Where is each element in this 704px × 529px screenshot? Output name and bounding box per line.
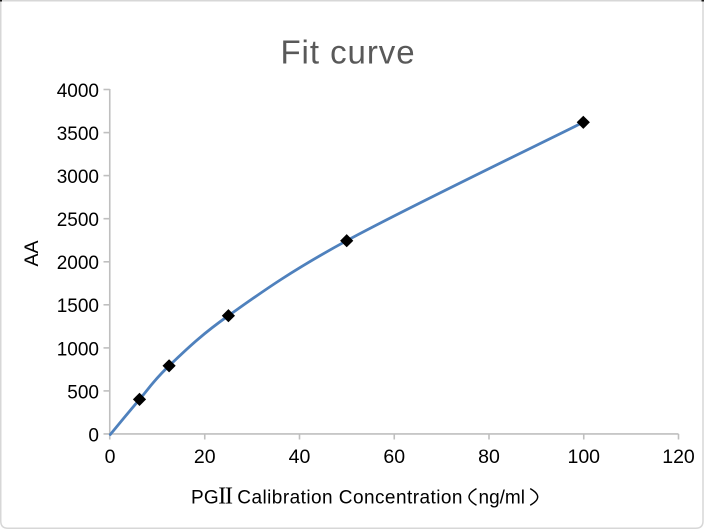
svg-text:80: 80 <box>478 446 500 468</box>
svg-text:1500: 1500 <box>57 296 99 317</box>
svg-text:20: 20 <box>194 446 216 468</box>
svg-text:PGII Calibration Concentration: PGII Calibration Concentration <box>191 484 463 510</box>
svg-text:120: 120 <box>662 446 695 468</box>
svg-text:ng/ml: ng/ml <box>479 488 525 509</box>
svg-text:500: 500 <box>67 382 99 403</box>
svg-text:2000: 2000 <box>57 253 99 274</box>
svg-text:AA: AA <box>21 240 43 266</box>
svg-text:100: 100 <box>567 446 600 468</box>
svg-text:4000: 4000 <box>57 81 99 102</box>
svg-text:0: 0 <box>88 425 99 446</box>
svg-text:2500: 2500 <box>57 210 99 231</box>
svg-text:3500: 3500 <box>57 124 99 145</box>
svg-text:3000: 3000 <box>57 167 99 188</box>
svg-text:60: 60 <box>383 446 405 468</box>
svg-text:40: 40 <box>289 446 311 468</box>
svg-text:Fit curve: Fit curve <box>280 34 415 71</box>
svg-text:0: 0 <box>105 446 116 468</box>
svg-text:1000: 1000 <box>57 339 99 360</box>
